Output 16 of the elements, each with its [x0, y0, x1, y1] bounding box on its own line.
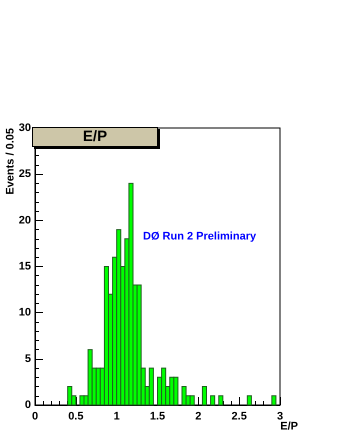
y-tick-label: 30 [18, 122, 31, 134]
x-tick-label: 1.5 [150, 410, 166, 422]
x-tick-label: 2.5 [232, 410, 247, 422]
y-tick-label: 20 [18, 214, 31, 226]
annotation: DØ Run 2 Preliminary [143, 230, 257, 242]
x-axis-title: E/P [280, 420, 298, 432]
x-tick-label: 1 [114, 410, 120, 422]
y-axis-title: Events / 0.05 [4, 128, 16, 195]
y-tick-label: 15 [18, 260, 31, 272]
y-tick-label: 10 [18, 306, 31, 319]
y-tick-label: 0 [24, 399, 31, 411]
x-tick-label: 0.5 [68, 410, 84, 422]
x-tick-label: 2 [195, 410, 202, 422]
x-tick-label: 3 [276, 410, 284, 422]
y-tick-label: 25 [18, 168, 31, 180]
y-tick-label: 5 [24, 352, 31, 365]
